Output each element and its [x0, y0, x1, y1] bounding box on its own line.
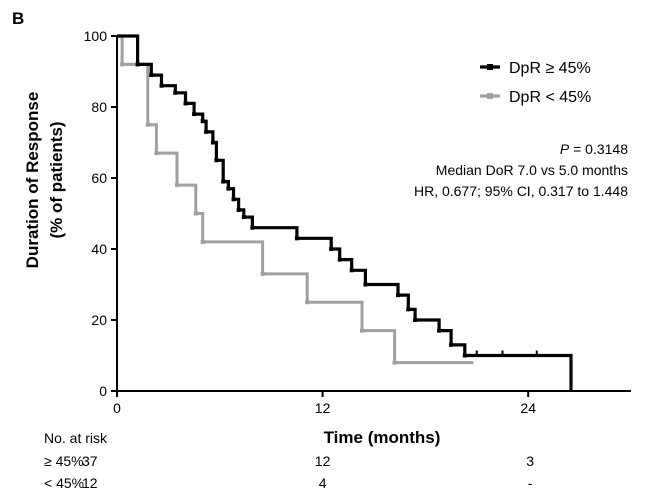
event-marker: [149, 73, 154, 78]
event-marker: [231, 197, 236, 202]
p-value-text: P = 0.3148: [560, 141, 628, 157]
event-marker: [392, 360, 397, 365]
event-marker: [349, 268, 354, 273]
km-curve-dpr-low: [117, 34, 474, 365]
x-axis-title: Time (months): [324, 428, 441, 447]
y-tick-label: 40: [91, 241, 107, 257]
series-layer: [117, 34, 573, 391]
x-tick-label: 12: [315, 400, 331, 416]
event-marker: [210, 140, 215, 145]
median-dor-text: Median DoR 7.0 vs 5.0 months: [436, 162, 628, 178]
event-marker: [200, 239, 205, 244]
event-marker: [449, 342, 454, 347]
event-marker: [462, 353, 467, 358]
legend-marker-dpr-high: [487, 64, 493, 70]
event-marker: [413, 318, 418, 322]
event-marker: [226, 186, 231, 191]
event-marker: [192, 112, 197, 117]
event-marker: [236, 207, 241, 212]
event-marker: [241, 215, 246, 220]
event-marker: [120, 62, 125, 67]
risk-row-label-low: < 45%: [44, 475, 84, 491]
event-marker: [159, 83, 164, 88]
risk-table: No. at risk ≥ 45% < 45% 37 12 3 12 4 -: [44, 430, 534, 491]
y-tick-label: 80: [91, 99, 107, 115]
event-marker: [204, 129, 209, 134]
risk-row-label-high: ≥ 45%: [44, 453, 84, 469]
y-tick-label: 100: [84, 28, 108, 44]
y-tick-label: 20: [91, 312, 107, 328]
y-axis-title-line2: (% of patients): [47, 121, 66, 238]
event-marker: [174, 183, 179, 188]
event-marker: [437, 328, 442, 333]
event-marker: [294, 236, 299, 241]
event-marker: [221, 179, 226, 184]
event-marker: [337, 257, 342, 262]
event-marker: [360, 328, 365, 333]
risk-table-header: No. at risk: [44, 430, 108, 446]
y-axis-title: Duration of Response (% of patients): [23, 92, 66, 269]
event-marker: [406, 307, 411, 312]
km-curve-dpr-high: [117, 34, 573, 391]
x-tick-label: 0: [113, 400, 121, 416]
event-marker: [135, 62, 140, 67]
legend: DpR ≥ 45% DpR < 45%: [480, 60, 591, 106]
event-marker: [395, 293, 400, 298]
event-marker: [145, 122, 150, 127]
y-axis-title-line1: Duration of Response: [23, 92, 42, 269]
legend-marker-dpr-low: [487, 93, 493, 99]
risk-values: 37 12 3 12 4 -: [82, 453, 534, 491]
event-marker: [193, 211, 198, 216]
risk-value: 37: [82, 453, 98, 469]
p-value: = 0.3148: [569, 141, 628, 157]
event-marker: [305, 300, 310, 305]
y-tick-label: 60: [91, 170, 107, 186]
axes: 0 20 40 60 80 100 0 12 24: [84, 28, 631, 416]
event-marker: [154, 151, 159, 156]
x-tick-label: 24: [520, 400, 536, 416]
legend-label-dpr-high: DpR ≥ 45%: [509, 60, 591, 77]
panel-label: B: [12, 9, 24, 28]
risk-value: 12: [315, 453, 331, 469]
y-tick-label: 0: [99, 383, 107, 399]
event-marker: [183, 101, 188, 106]
stats-annotation: P = 0.3148 Median DoR 7.0 vs 5.0 months …: [414, 141, 628, 199]
hazard-ratio-text: HR, 0.677; 95% CI, 0.317 to 1.448: [414, 183, 628, 199]
event-marker: [214, 158, 219, 163]
risk-value: 3: [526, 453, 534, 469]
event-marker: [250, 225, 255, 230]
event-marker: [200, 119, 205, 124]
risk-value: -: [528, 475, 533, 491]
event-marker: [173, 90, 178, 95]
event-marker: [363, 282, 368, 287]
event-marker: [260, 271, 265, 276]
event-marker: [329, 247, 334, 251]
p-value-prefix: P: [560, 141, 570, 157]
risk-value: 4: [319, 475, 327, 491]
legend-label-dpr-low: DpR < 45%: [509, 89, 591, 106]
risk-value: 12: [82, 475, 98, 491]
